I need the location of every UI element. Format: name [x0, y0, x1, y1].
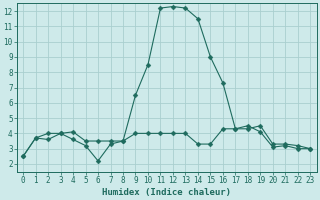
- X-axis label: Humidex (Indice chaleur): Humidex (Indice chaleur): [102, 188, 231, 197]
